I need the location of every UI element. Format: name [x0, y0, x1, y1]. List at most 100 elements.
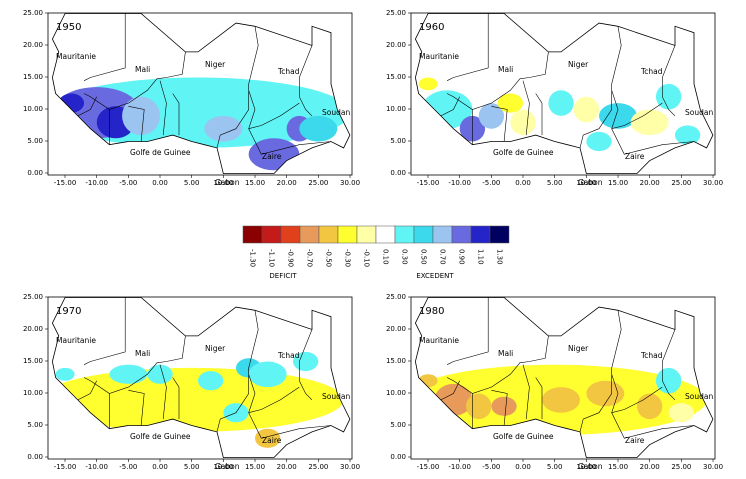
y-tick-label: 20.00 [386, 325, 406, 333]
place-label: Golfe de Guinee [493, 148, 554, 157]
x-tick-label: 25.00 [308, 463, 328, 471]
legend-swatch [318, 225, 339, 244]
x-tick-label: 15.00 [608, 463, 628, 471]
legend-label: 1.10 [477, 249, 485, 265]
legend-swatch [337, 225, 358, 244]
x-tick-label: -10.00 [85, 463, 108, 471]
border [611, 412, 695, 439]
map-panel: 1970 Mauritanie Mali Niger Tchad Soudan Golfe … [23, 293, 360, 471]
place-label: Mali [135, 349, 150, 358]
legend-label: 1.30 [496, 249, 504, 265]
border [83, 51, 186, 110]
anomaly-patch [204, 115, 243, 142]
legend-label: 0.90 [458, 249, 466, 265]
legend-swatch [356, 225, 377, 244]
y-tick-label: 0.00 [390, 169, 406, 177]
place-label: Tchad [277, 67, 300, 76]
x-tick-label: 10.00 [213, 463, 233, 471]
y-tick-label: 20.00 [386, 41, 406, 49]
anomaly-patch [548, 90, 574, 116]
y-tick-label: 10.00 [23, 389, 43, 397]
x-tick-label: -10.00 [448, 463, 471, 471]
x-tick-label: -5.00 [119, 179, 137, 187]
x-tick-label: -5.00 [482, 179, 500, 187]
x-tick-label: -5.00 [482, 463, 500, 471]
place-label: Mali [498, 349, 513, 358]
map-panel: 1980 Mauritanie Mali Niger Tchad Soudan Golfe … [386, 293, 723, 471]
y-tick-label: 25.00 [23, 9, 43, 17]
place-label: Niger [568, 344, 589, 353]
border [611, 128, 695, 155]
anomaly-patch [630, 109, 669, 136]
anomaly-patch [147, 364, 173, 384]
anomaly-patch [655, 83, 682, 110]
place-label: Soudan [685, 108, 713, 117]
anomaly-layer [52, 77, 350, 171]
anomaly-patch [466, 393, 492, 420]
legend-label: -0.50 [325, 249, 333, 267]
border [446, 51, 549, 110]
border [172, 93, 180, 136]
border [522, 80, 530, 136]
coastline [414, 297, 714, 458]
y-tick-label: 0.00 [390, 453, 406, 461]
x-tick-label: 25.00 [671, 463, 691, 471]
border [440, 96, 460, 117]
y-tick-label: 5.00 [390, 137, 406, 145]
legend-label: -0.10 [363, 249, 371, 267]
place-label: Niger [205, 344, 226, 353]
y-tick-label: 0.00 [27, 453, 43, 461]
border [83, 335, 186, 394]
anomaly-layer [418, 77, 701, 152]
border [159, 80, 167, 136]
place-label: Soudan [322, 108, 350, 117]
border [611, 310, 622, 375]
anomaly-patch [599, 103, 637, 129]
y-tick-label: 5.00 [27, 137, 43, 145]
x-tick-label: 30.00 [340, 463, 360, 471]
anomaly-patch [573, 96, 600, 123]
place-label: Golfe de Guinee [493, 432, 554, 441]
border [491, 390, 508, 426]
x-tick-label: 20.00 [277, 463, 297, 471]
place-label: Gabon [578, 462, 603, 471]
border [662, 45, 676, 117]
border [299, 45, 313, 117]
anomaly-patch [586, 380, 625, 407]
place-label: Tchad [277, 351, 300, 360]
place-label: Zaire [625, 436, 645, 445]
border [299, 329, 313, 401]
legend-deficit: DEFICIT [269, 272, 297, 280]
y-tick-label: 0.00 [27, 169, 43, 177]
x-tick-label: 20.00 [640, 463, 660, 471]
place-label: Mauritanie [56, 52, 96, 61]
x-tick-label: 25.00 [308, 179, 328, 187]
x-tick-label: 10.00 [576, 463, 596, 471]
legend-label: 0.50 [420, 249, 428, 265]
x-tick-label: 5.00 [184, 179, 200, 187]
legend-swatch [261, 225, 282, 244]
legend-label: -0.30 [344, 249, 352, 267]
legend-label: -0.70 [306, 249, 314, 267]
y-tick-label: 5.00 [27, 421, 43, 429]
legend-label: -1.30 [249, 249, 257, 267]
x-tick-label: -10.00 [85, 179, 108, 187]
border [535, 377, 543, 420]
border [662, 329, 676, 401]
map-panel: 1960 Mauritanie Mali Niger Tchad Soudan Golfe … [386, 9, 723, 187]
anomaly-patch [254, 428, 281, 448]
border [77, 380, 97, 401]
anomaly-patch [586, 131, 612, 152]
legend-swatch [299, 225, 320, 244]
x-tick-label: 15.00 [608, 179, 628, 187]
x-tick-label: 30.00 [703, 179, 723, 187]
x-tick-label: 25.00 [671, 179, 691, 187]
legend-swatch [242, 225, 263, 244]
anomaly-patch [478, 103, 505, 129]
y-tick-label: 15.00 [23, 73, 43, 81]
anomaly-patch [542, 387, 581, 413]
coastline [51, 297, 351, 458]
anomaly-patch [299, 115, 338, 142]
anomaly-patch [109, 364, 148, 384]
place-label: Tchad [640, 67, 663, 76]
